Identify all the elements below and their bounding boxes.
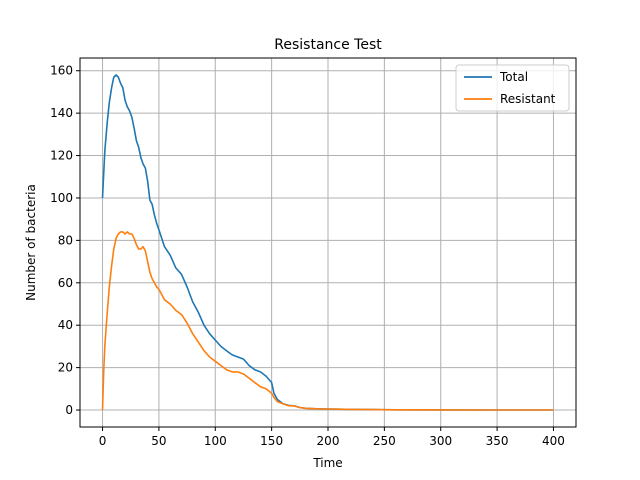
legend: Total Resistant xyxy=(455,64,570,112)
chart-title: Resistance Test xyxy=(274,37,382,53)
y-tick-label: 60 xyxy=(58,276,73,290)
x-tick-label: 200 xyxy=(317,434,340,448)
legend-label: Total xyxy=(499,70,528,84)
x-tick-label: 100 xyxy=(204,434,227,448)
series-line-resistant xyxy=(101,231,554,411)
y-tick-label: 0 xyxy=(65,403,73,417)
y-tick-label: 120 xyxy=(50,149,73,163)
series-lines xyxy=(101,74,554,411)
x-axis-label: Time xyxy=(312,456,342,470)
x-tick-label: 50 xyxy=(151,434,166,448)
ticks: 0 50 100 150 200 250 300 350 400 0 20 40 60 80 100 120 1… xyxy=(50,64,565,448)
y-tick-label: 100 xyxy=(50,191,73,205)
x-tick-label: 400 xyxy=(542,434,565,448)
x-tick-label: 150 xyxy=(260,434,283,448)
y-axis-label: Number of bacteria xyxy=(24,184,38,301)
x-tick-label: 0 xyxy=(99,434,107,448)
y-tick-label: 160 xyxy=(50,64,73,78)
legend-label: Resistant xyxy=(500,92,556,106)
x-tick-label: 350 xyxy=(486,434,509,448)
y-tick-label: 80 xyxy=(58,233,73,247)
y-tick-label: 40 xyxy=(58,318,73,332)
x-tick-label: 250 xyxy=(373,434,396,448)
y-tick-label: 20 xyxy=(58,361,73,375)
x-tick-label: 300 xyxy=(429,434,452,448)
y-tick-label: 140 xyxy=(50,106,73,120)
